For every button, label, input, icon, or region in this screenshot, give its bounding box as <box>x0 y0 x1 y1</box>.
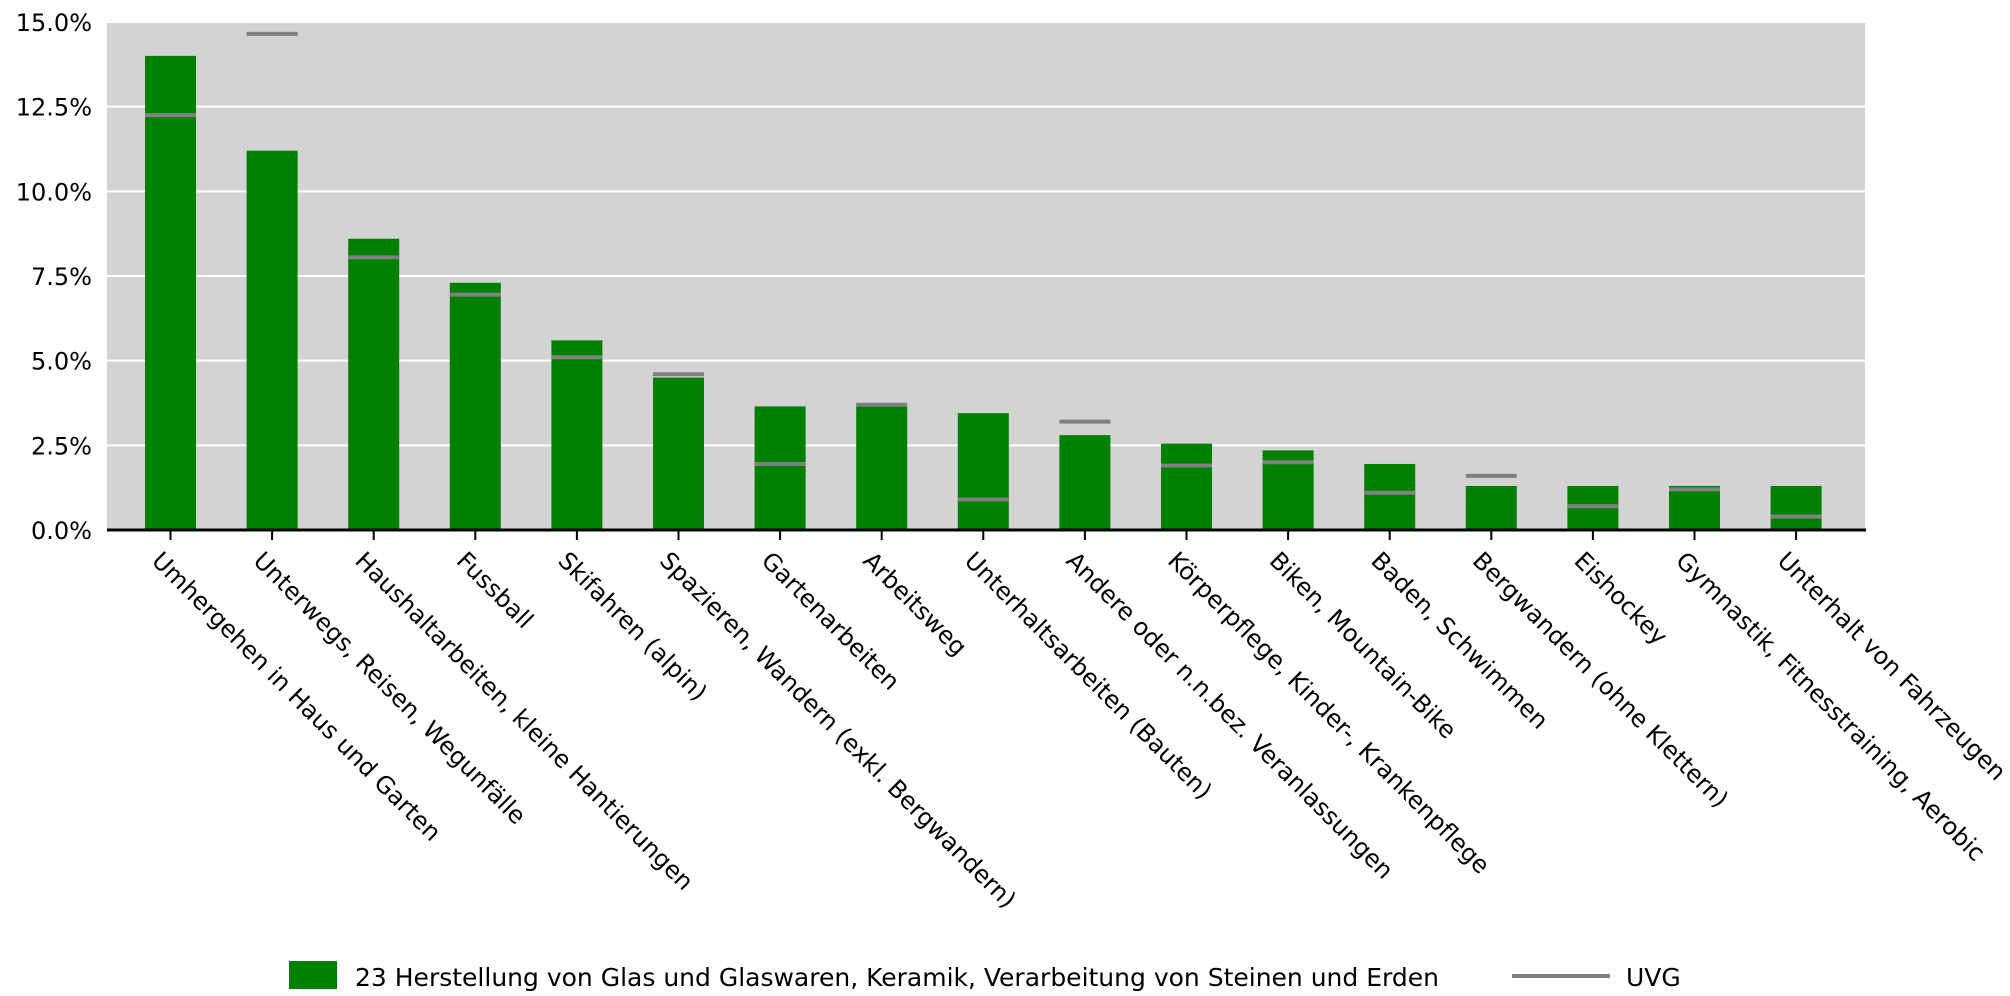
x-tick-label: Biken, Mountain-Bike <box>1264 546 1462 744</box>
bar <box>1059 435 1111 530</box>
legend-bar-swatch <box>289 961 337 989</box>
x-tick-label: Fussball <box>451 546 539 634</box>
bar <box>856 406 908 530</box>
bar <box>1465 485 1517 530</box>
bar <box>1161 443 1212 530</box>
bar <box>449 282 501 530</box>
bar <box>551 340 603 530</box>
x-tick-label: Eishockey <box>1569 546 1673 650</box>
legend-uvg-label: UVG <box>1626 963 1681 992</box>
legend: 23 Herstellung von Glas und Glaswaren, K… <box>289 961 1681 992</box>
bar <box>145 55 196 530</box>
legend-bar-label: 23 Herstellung von Glas und Glaswaren, K… <box>355 963 1439 992</box>
x-axis-ticks: Umhergehen in Haus und GartenUnterwegs, … <box>146 530 2010 914</box>
y-tick-label: 7.5% <box>31 263 92 291</box>
bar <box>1669 485 1720 530</box>
bar <box>1770 485 1822 530</box>
y-tick-label: 15.0% <box>16 9 92 37</box>
bars <box>145 55 1822 530</box>
y-tick-label: 12.5% <box>16 94 92 122</box>
bar <box>653 377 704 530</box>
bar <box>246 150 298 530</box>
y-tick-label: 10.0% <box>16 178 92 206</box>
x-tick-label: Baden, Schwimmen <box>1365 546 1553 734</box>
y-axis-ticks: 0.0% 2.5% 5.0% 7.5% 10.0% 12.5% 15.0% <box>16 9 92 545</box>
y-tick-label: 0.0% <box>31 517 92 545</box>
bar <box>348 238 400 530</box>
y-tick-label: 5.0% <box>31 348 92 376</box>
bar <box>957 413 1009 530</box>
uvg-markers <box>145 31 1822 519</box>
bar <box>1364 463 1416 530</box>
x-tick-label: Spazieren, Wandern (exkl. Bergwandern) <box>654 546 1021 913</box>
y-tick-label: 2.5% <box>31 432 92 460</box>
bar <box>754 406 806 530</box>
gridlines <box>107 21 1865 447</box>
